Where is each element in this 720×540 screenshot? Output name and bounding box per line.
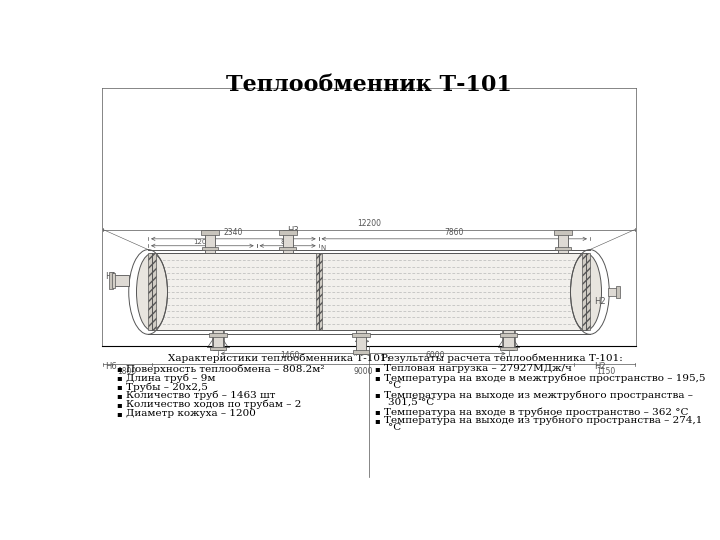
Bar — [112, 275, 129, 286]
Text: 1150: 1150 — [595, 367, 615, 376]
Bar — [279, 247, 296, 251]
Bar — [152, 253, 586, 330]
Text: °C: °C — [387, 381, 401, 389]
Text: H6: H6 — [104, 362, 117, 371]
Text: ▪: ▪ — [374, 416, 379, 425]
Text: Характеристики теплообменника Т-101:: Характеристики теплообменника Т-101: — [168, 354, 390, 363]
Text: 820: 820 — [281, 239, 294, 245]
Text: 1460: 1460 — [280, 350, 300, 360]
Bar — [554, 247, 571, 251]
Text: H2: H2 — [594, 296, 606, 306]
Bar — [212, 330, 224, 347]
Text: Результаты расчета теплообменника Т-101:: Результаты расчета теплообменника Т-101: — [381, 354, 622, 363]
Text: 1800: 1800 — [117, 367, 136, 376]
Text: H1: H1 — [104, 272, 117, 281]
Text: ▪: ▪ — [116, 400, 122, 409]
Text: Поверхность теплообмена – 808.2м²: Поверхность теплообмена – 808.2м² — [127, 364, 325, 374]
Text: 12200: 12200 — [357, 219, 381, 228]
Bar — [353, 350, 369, 354]
Bar — [201, 231, 219, 235]
Bar — [500, 347, 517, 350]
Text: ▪: ▪ — [374, 390, 379, 399]
Bar — [582, 253, 590, 330]
Text: Температура на выходе из трубного пространства – 274,1: Температура на выходе из трубного простр… — [384, 416, 703, 426]
Bar — [503, 330, 513, 350]
Bar — [554, 231, 572, 235]
Text: 2340: 2340 — [224, 228, 243, 237]
Text: H3: H3 — [287, 226, 300, 235]
Text: Количество ходов по трубам – 2: Количество ходов по трубам – 2 — [127, 400, 302, 409]
Text: ▪: ▪ — [116, 409, 122, 417]
Text: Количество труб – 1463 шт: Количество труб – 1463 шт — [127, 391, 276, 400]
Bar — [316, 253, 322, 330]
Text: ▪: ▪ — [116, 364, 122, 373]
Bar — [202, 247, 218, 251]
Bar — [109, 272, 113, 289]
Text: 460: 460 — [356, 343, 368, 348]
Bar — [282, 231, 292, 253]
Text: Теплообменник Т-101: Теплообменник Т-101 — [226, 74, 512, 96]
Bar — [210, 347, 226, 350]
Bar — [558, 231, 568, 253]
Text: Температура на выходе из межтрубного пространства –: Температура на выходе из межтрубного про… — [384, 390, 693, 400]
Text: Диаметр кожуха – 1200: Диаметр кожуха – 1200 — [127, 409, 256, 417]
Text: Температура на входе в трубное пространство – 362 °C: Температура на входе в трубное пространс… — [384, 407, 689, 416]
Text: 301,5 °C: 301,5 °C — [387, 397, 434, 407]
Text: ▪: ▪ — [374, 364, 379, 373]
Bar — [356, 330, 366, 354]
Text: Температура на входе в межтрубное пространство – 195,5: Температура на входе в межтрубное простр… — [384, 373, 706, 383]
Bar — [503, 330, 515, 347]
Text: H2: H2 — [594, 362, 606, 371]
Bar — [500, 333, 518, 338]
Bar — [213, 330, 223, 350]
Text: ▪: ▪ — [116, 382, 122, 391]
Text: 6000: 6000 — [425, 350, 445, 360]
Bar — [209, 333, 227, 338]
Ellipse shape — [570, 253, 601, 330]
Text: ▪: ▪ — [116, 391, 122, 400]
Bar — [205, 231, 215, 253]
Bar — [279, 231, 297, 235]
Ellipse shape — [137, 253, 168, 330]
Text: N: N — [320, 245, 325, 251]
Text: 7860: 7860 — [444, 228, 464, 237]
Text: ▪: ▪ — [374, 373, 379, 382]
Text: ▪: ▪ — [116, 373, 122, 382]
Bar — [608, 288, 618, 296]
Text: Тепловая нагрузка – 27927МДж/ч: Тепловая нагрузка – 27927МДж/ч — [384, 364, 572, 373]
Text: 9000: 9000 — [354, 367, 373, 376]
Bar — [352, 333, 370, 338]
Bar — [616, 286, 620, 298]
Text: °C: °C — [387, 423, 401, 432]
Text: Трубы – 20х2,5: Трубы – 20х2,5 — [127, 382, 208, 392]
Text: Длина труб – 9м: Длина труб – 9м — [127, 373, 216, 383]
Bar — [148, 253, 156, 330]
Text: ▪: ▪ — [374, 407, 379, 416]
Text: 1200: 1200 — [194, 239, 211, 245]
Bar — [112, 273, 114, 288]
